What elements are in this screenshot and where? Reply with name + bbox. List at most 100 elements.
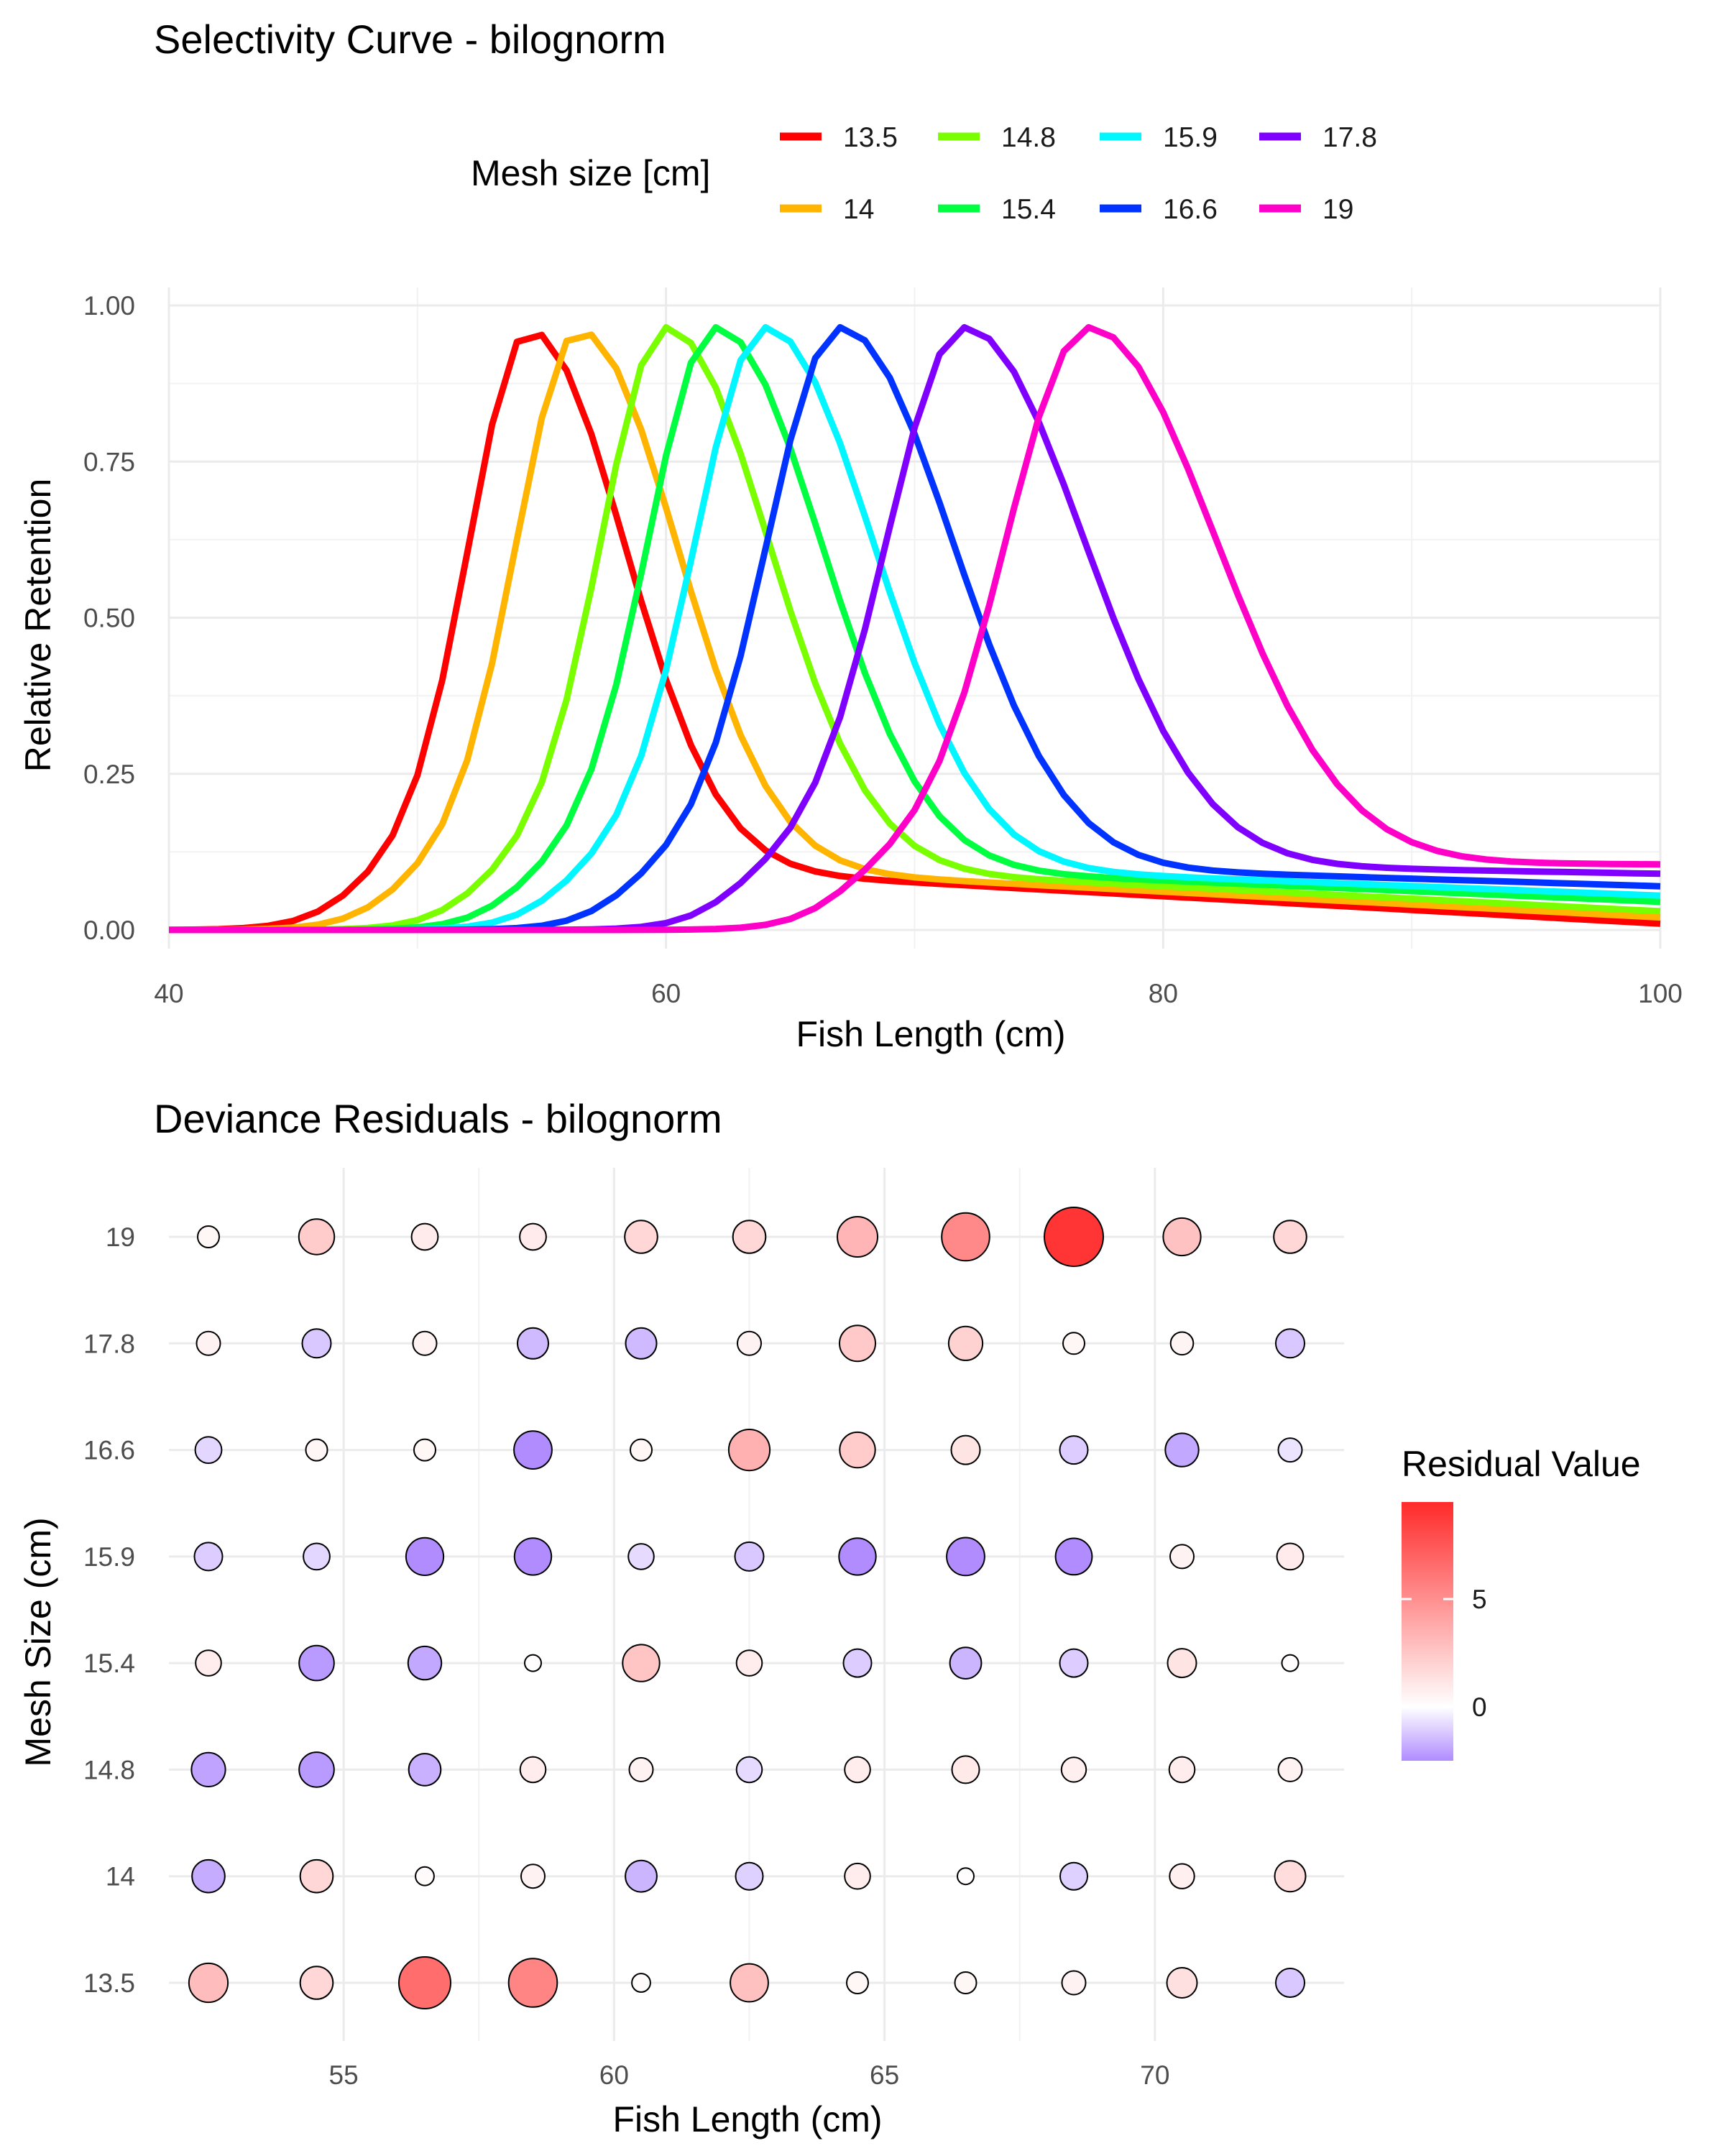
residual-point [735,1649,763,1677]
residual-point [398,1956,451,2009]
legend-label: 15.9 [1163,122,1218,153]
residual-point [412,1330,438,1356]
residual-point [1276,1542,1305,1571]
residual-point [950,1434,981,1465]
y-tick-label: 1.00 [83,291,135,321]
legend-label: 15.4 [1001,194,1056,225]
residual-point [413,1438,436,1462]
residual-point [1277,1437,1303,1463]
residual-point [625,1327,658,1360]
residual-point [405,1537,445,1576]
y-tick-label: 14.8 [83,1755,135,1784]
residuals-points [188,1207,1307,2009]
residual-point [839,1431,876,1469]
residual-point [1162,1217,1202,1257]
residual-point [415,1866,435,1886]
residual-point [1168,1756,1196,1784]
legend-label: 16.6 [1163,194,1218,225]
selectivity-y-ticks: 0.00 0.25 0.50 0.75 1.00 [83,291,135,945]
residual-point [628,1756,654,1782]
residual-point [737,1330,762,1356]
residuals-x-axis-title: Fish Length (cm) [612,2099,882,2139]
selectivity-chart: Selectivity Curve - bilognorm Mesh size … [18,17,1683,1054]
residual-point [957,1867,975,1886]
y-tick-label: 17.8 [83,1329,135,1358]
residual-point [519,1222,547,1251]
x-tick-label: 100 [1638,979,1683,1008]
colorbar-tick-label: 0 [1472,1692,1487,1722]
selectivity-lines [168,323,1661,934]
series-line-19 [169,323,1661,934]
x-tick-label: 70 [1140,2060,1169,2090]
residual-point [188,1962,229,2004]
residual-point [1054,1537,1093,1576]
residual-point [197,1225,220,1248]
selectivity-x-ticks: 40 60 80 100 [154,979,1682,1008]
y-tick-label: 16.6 [83,1436,135,1465]
residual-point [1169,1544,1195,1570]
y-tick-label: 15.4 [83,1649,135,1678]
residual-point [844,1756,871,1784]
residual-point [519,1756,547,1784]
residual-point [627,1543,655,1570]
residual-point [299,1966,334,2000]
colorbar-tick-label: 5 [1472,1585,1487,1614]
residual-point [524,1654,542,1672]
residual-point [1059,1861,1088,1891]
residual-point [1059,1648,1089,1678]
residual-point [838,1537,877,1576]
x-tick-label: 80 [1149,979,1178,1008]
y-tick-label: 14 [106,1862,135,1892]
residual-point [191,1858,226,1894]
legend-label: 14 [843,194,874,225]
selectivity-x-axis-title: Fish Length (cm) [796,1014,1065,1054]
residual-point [624,1220,658,1254]
residuals-title: Deviance Residuals - bilognorm [154,1096,722,1141]
residual-point [1062,1332,1085,1355]
legend-label: 19 [1322,194,1353,225]
residual-point [1275,1968,1305,1998]
residuals-x-ticks: 55 60 65 70 [329,2060,1170,2090]
selectivity-legend: Mesh size [cm] 13.5 14 14.8 15.4 15.9 16.6 17.… [471,122,1377,225]
y-tick-label: 0.75 [83,447,135,476]
legend-label: 17.8 [1322,122,1377,153]
residual-point [299,1858,334,1894]
x-tick-label: 60 [599,2060,629,2090]
residual-point [1275,1328,1305,1359]
legend-title: Mesh size [cm] [471,153,710,193]
residual-point [513,1537,553,1576]
colorbar-bar [1402,1502,1453,1761]
residual-point [507,1958,558,2008]
x-tick-label: 55 [329,2060,359,2090]
y-tick-label: 13.5 [83,1968,135,1998]
selectivity-title: Selectivity Curve - bilognorm [154,17,666,62]
residual-point [193,1542,224,1572]
residual-point [303,1542,331,1571]
residual-point [1044,1207,1104,1267]
residuals-chart: Deviance Residuals - bilognorm 55 60 65 70 … [18,1096,1641,2139]
residual-point [734,1541,765,1572]
residual-point [301,1328,332,1359]
residual-point [727,1429,771,1472]
residual-point [1277,1756,1303,1782]
residual-point [1061,1970,1087,1996]
residual-point [408,1753,442,1787]
x-tick-label: 60 [651,979,681,1008]
residual-point [846,1971,869,1994]
residual-point [951,1755,980,1784]
residual-point [305,1438,328,1462]
residuals-y-axis-title: Mesh Size (cm) [18,1517,58,1766]
legend-entries: 13.5 14 14.8 15.4 15.9 16.6 17.8 19 [780,122,1377,225]
residual-point [513,1430,553,1470]
residual-point [1274,1860,1307,1893]
residual-point [735,1756,763,1784]
x-tick-label: 65 [870,2060,899,2090]
x-tick-label: 40 [154,979,183,1008]
residual-point [298,1644,335,1682]
residual-point [630,1438,653,1462]
residual-point [196,1330,221,1356]
y-tick-label: 0.25 [83,760,135,789]
residual-point [622,1644,661,1682]
y-tick-label: 19 [106,1222,135,1252]
